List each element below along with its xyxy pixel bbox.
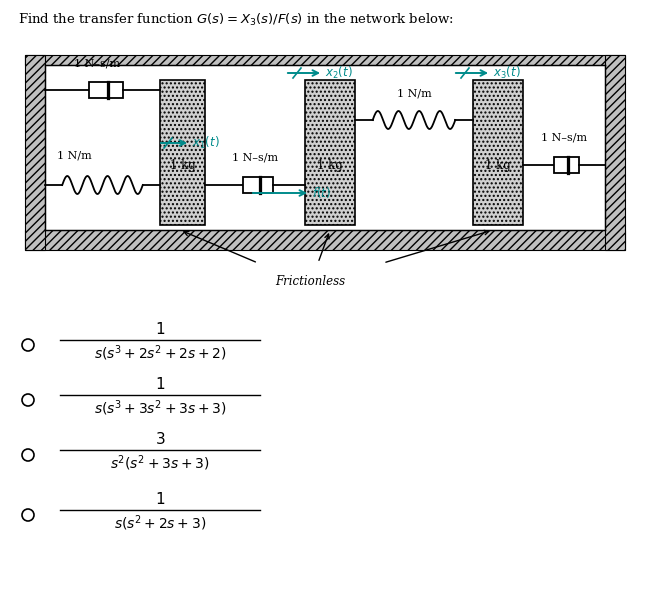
Bar bbox=[25, 230, 625, 250]
Text: $s\left(s^3+2s^2+2s+2\right)$: $s\left(s^3+2s^2+2s+2\right)$ bbox=[94, 343, 226, 362]
Text: $1$: $1$ bbox=[155, 321, 165, 337]
Text: $s^2\left(s^2+3s+3\right)$: $s^2\left(s^2+3s+3\right)$ bbox=[110, 453, 210, 473]
Bar bbox=[305, 80, 355, 225]
Text: Frictionless: Frictionless bbox=[275, 275, 345, 288]
Text: Find the transfer function $G(s)=X_3(s)/F(s)$ in the network below:: Find the transfer function $G(s)=X_3(s)/… bbox=[18, 12, 453, 28]
Text: 1 N/m: 1 N/m bbox=[397, 88, 432, 98]
Text: $s\left(s^2+2s+3\right)$: $s\left(s^2+2s+3\right)$ bbox=[114, 513, 206, 532]
Bar bbox=[25, 55, 45, 250]
Text: $1$: $1$ bbox=[155, 491, 165, 507]
Bar bbox=[554, 157, 579, 173]
Bar bbox=[25, 55, 625, 65]
Text: 1 N–s/m: 1 N–s/m bbox=[232, 153, 278, 163]
Bar bbox=[243, 177, 273, 193]
Text: $x_1(t)$: $x_1(t)$ bbox=[192, 135, 220, 151]
Bar bbox=[45, 65, 605, 230]
Text: $x_2(t)$: $x_2(t)$ bbox=[325, 65, 353, 81]
Text: 1 N–s/m: 1 N–s/m bbox=[74, 58, 120, 68]
Text: 1 kg: 1 kg bbox=[317, 159, 343, 171]
Bar bbox=[473, 80, 523, 225]
Bar bbox=[160, 80, 205, 225]
Text: 1 kg: 1 kg bbox=[170, 159, 195, 171]
Text: $1$: $1$ bbox=[155, 376, 165, 392]
Text: $s\left(s^3+3s^2+3s+3\right)$: $s\left(s^3+3s^2+3s+3\right)$ bbox=[94, 398, 226, 417]
Bar bbox=[89, 82, 123, 98]
Text: 1 kg: 1 kg bbox=[485, 159, 511, 171]
Text: $x_3(t)$: $x_3(t)$ bbox=[493, 65, 521, 81]
Text: $3$: $3$ bbox=[155, 431, 165, 447]
Text: 1 N/m: 1 N/m bbox=[57, 150, 92, 160]
Text: $f(t)$: $f(t)$ bbox=[312, 186, 331, 200]
Bar bbox=[605, 55, 625, 250]
Text: 1 N–s/m: 1 N–s/m bbox=[541, 133, 587, 143]
